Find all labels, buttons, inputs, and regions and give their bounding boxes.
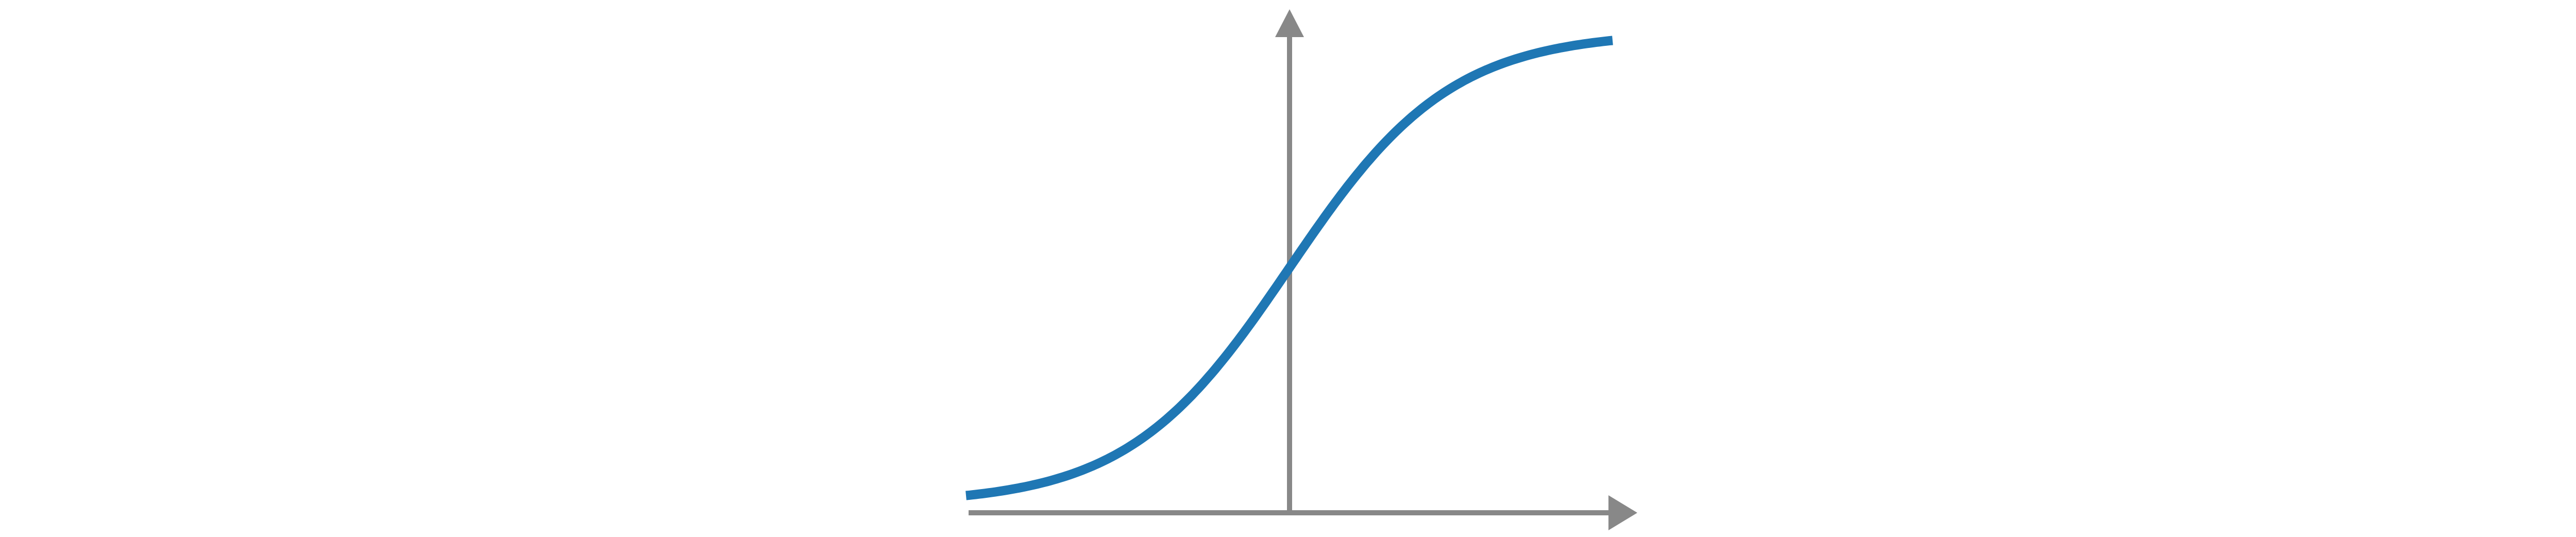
y-axis-arrowhead — [1275, 9, 1304, 37]
x-axis-arrowhead — [1608, 495, 1637, 530]
series-0-line — [964, 36, 1614, 500]
series-layer — [964, 36, 1614, 500]
